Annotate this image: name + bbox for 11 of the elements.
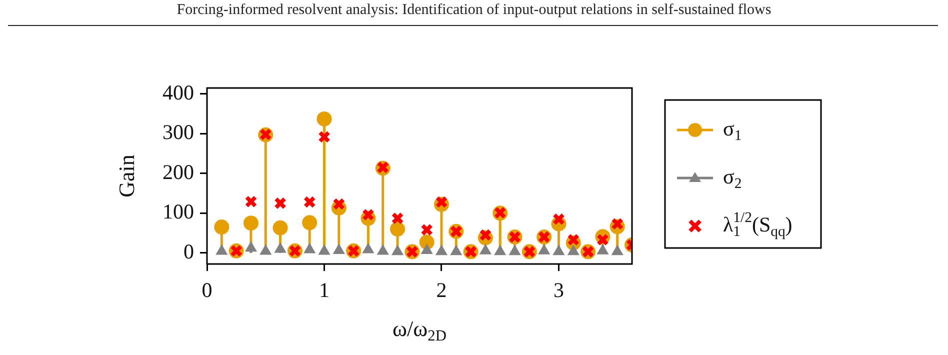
y-axis-title: Gain: [114, 154, 139, 198]
x-tick-label: 1: [318, 278, 330, 302]
y-tick-label: 100: [162, 200, 194, 224]
x-tick-label: 3: [553, 278, 564, 302]
y-tick-label: 400: [162, 80, 194, 104]
x-tick-label: 0: [202, 278, 212, 302]
chart-title: Forcing-informed resolvent analysis: Identification of input-output relations in self-sustained flows: [176, 2, 772, 19]
y-tick-label: 200: [162, 160, 194, 184]
y-tick-label: 0: [184, 239, 194, 264]
x-tick-label: 2: [436, 278, 447, 302]
y-tick-label: 300: [162, 120, 194, 144]
